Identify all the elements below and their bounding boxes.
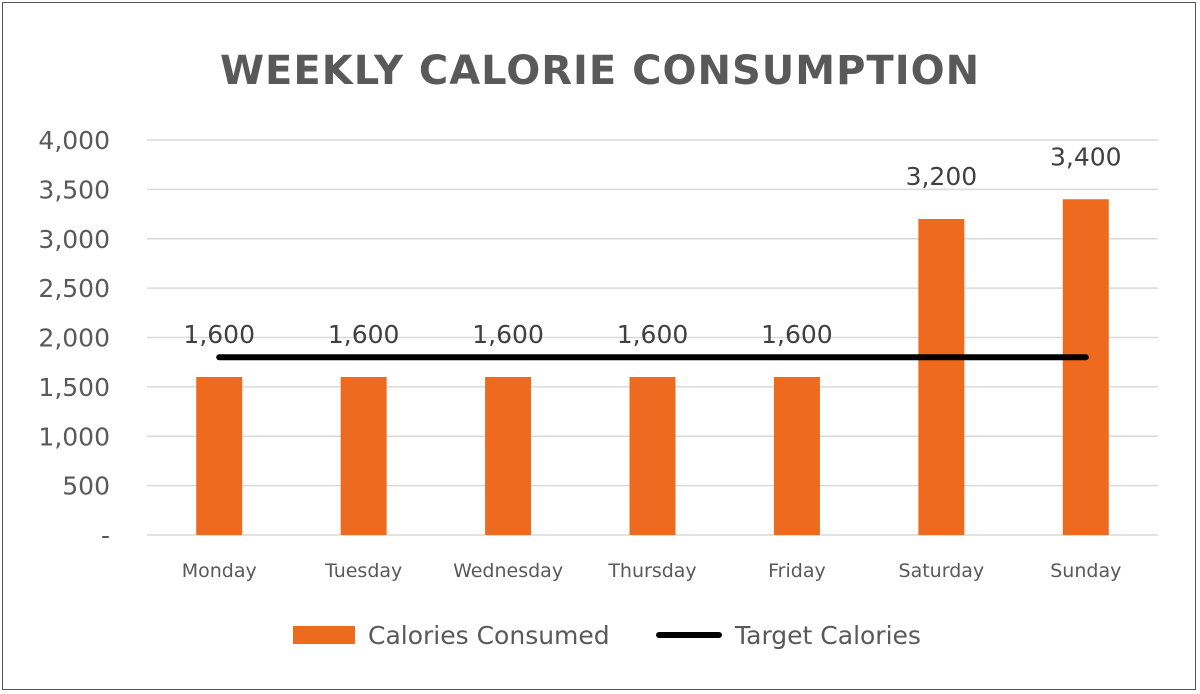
y-tick-label: 1,500 — [38, 373, 110, 402]
y-tick-label: 3,000 — [38, 225, 110, 254]
y-tick-label: 2,000 — [38, 324, 110, 353]
y-tick-label: 500 — [62, 472, 110, 501]
data-label: 3,200 — [906, 162, 978, 191]
chart-title: WEEKLY CALORIE CONSUMPTION — [220, 48, 980, 94]
y-tick-label: 2,500 — [38, 274, 110, 303]
x-tick-label: Saturday — [899, 560, 985, 582]
data-label: 1,600 — [472, 320, 544, 349]
bar-sunday — [1062, 199, 1109, 535]
bar-wednesday — [485, 377, 532, 535]
bar-friday — [773, 377, 820, 535]
data-label: 1,600 — [183, 320, 255, 349]
data-label: 1,600 — [617, 320, 689, 349]
legend-swatch-calories-consumed — [293, 626, 355, 644]
x-tick-label: Wednesday — [453, 560, 563, 582]
data-label: 1,600 — [761, 320, 833, 349]
data-label: 1,600 — [328, 320, 400, 349]
data-label: 3,400 — [1050, 142, 1122, 171]
legend-label-calories-consumed: Calories Consumed — [368, 621, 610, 650]
y-tick-label: - — [101, 521, 110, 550]
bar-saturday — [918, 219, 965, 535]
data-labels: 1,600 1,600 1,600 1,600 1,600 3,200 3,400 — [183, 142, 1121, 349]
gridlines — [147, 139, 1158, 536]
legend-label-target-calories: Target Calories — [734, 621, 921, 650]
y-tick-label: 1,000 — [38, 422, 110, 451]
x-tick-label: Tuesday — [324, 560, 402, 582]
y-axis: - 500 1,000 1,500 2,000 2,500 3,000 3,500 4,000 — [38, 126, 110, 550]
x-axis: Monday Tuesday Wednesday Thursday Friday Satu… — [182, 560, 1122, 582]
x-tick-label: Monday — [182, 560, 257, 582]
y-tick-label: 3,500 — [38, 175, 110, 204]
bar-thursday — [629, 377, 676, 535]
y-tick-label: 4,000 — [38, 126, 110, 155]
bar-tuesday — [340, 377, 387, 535]
legend: Calories Consumed Target Calories — [293, 621, 921, 650]
x-tick-label: Thursday — [607, 560, 696, 582]
x-tick-label: Sunday — [1050, 560, 1121, 582]
x-tick-label: Friday — [768, 560, 826, 582]
bar-series — [196, 199, 1109, 535]
bar-monday — [196, 377, 243, 535]
